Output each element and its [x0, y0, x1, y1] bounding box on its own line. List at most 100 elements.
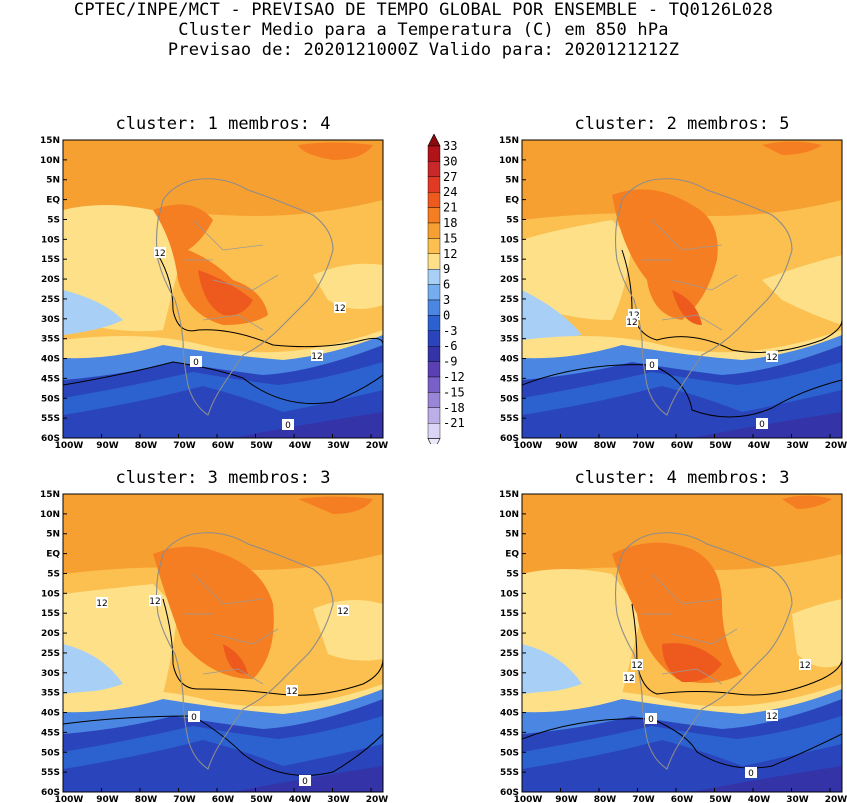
- colorbar-label: 6: [443, 278, 450, 292]
- colorbar-swatch: [427, 176, 441, 193]
- contour-label: 12: [334, 302, 346, 314]
- country-borders: [642, 219, 738, 331]
- contour-label: 12: [626, 316, 638, 328]
- x-tick-label: 20W: [366, 441, 389, 451]
- y-tick-label: 10N: [499, 156, 519, 166]
- y-tick-label: EQ: [46, 196, 60, 206]
- y-tick-label: 15N: [499, 490, 519, 500]
- x-tick-label: 100W: [55, 795, 84, 803]
- x-tick-label: 80W: [594, 441, 617, 451]
- colorbar-label: 30: [443, 154, 457, 168]
- colorbar-label: 0: [443, 308, 450, 322]
- colorbar-swatch: [427, 207, 441, 224]
- y-tick-label: 5S: [47, 569, 60, 579]
- colorbar-label: 15: [443, 231, 457, 245]
- colorbar-swatch: [427, 284, 441, 301]
- colorbar-swatch: [427, 376, 441, 393]
- contour-12: [162, 598, 383, 696]
- contour-label: 12: [631, 659, 643, 671]
- band-12-east: [762, 255, 842, 325]
- contour-label: 12: [766, 710, 778, 722]
- contour-label: 12: [623, 672, 635, 684]
- y-tick-label: 40S: [41, 709, 60, 719]
- colorbar-swatch: [427, 299, 441, 316]
- y-tick-label: 10S: [41, 589, 60, 599]
- figure-title: CPTEC/INPE/MCT - PREVISAO DE TEMPO GLOBA…: [73, 0, 774, 20]
- contour-label: 12: [154, 247, 166, 259]
- band-12-west: [522, 220, 632, 320]
- x-tick-label: 100W: [514, 441, 543, 451]
- y-tick-label: 5S: [47, 215, 60, 225]
- contour-label: 12: [149, 595, 161, 607]
- y-tick-label: 30S: [500, 315, 519, 325]
- y-tick-label: 40S: [500, 355, 519, 365]
- colorbar-swatch: [427, 407, 441, 424]
- x-tick-label: 50W: [709, 795, 732, 803]
- map-frame: [62, 139, 384, 439]
- x-tick-label: 90W: [96, 795, 119, 803]
- x-tick-label: 60W: [212, 795, 235, 803]
- colorbar-label: -21: [443, 416, 465, 430]
- y-tick-label: EQ: [505, 196, 519, 206]
- contour-0: [63, 361, 383, 405]
- contour-label-text: 12: [154, 249, 165, 259]
- x-tick-label: 60W: [212, 441, 235, 451]
- band-21-north: [298, 142, 373, 160]
- y-tick-label: 45S: [500, 728, 519, 738]
- colorbar-label: 3: [443, 293, 450, 307]
- contour-12: [157, 254, 383, 348]
- band-21: [612, 189, 718, 320]
- y-tick-label: 15S: [500, 255, 519, 265]
- x-tick-label: 50W: [250, 441, 273, 451]
- x-tick-label: 20W: [825, 795, 847, 803]
- map-frame: [521, 493, 843, 793]
- panel-3-map: 12 12 12 12 0 0 15N 10N 5N EQ 5S 10S 15S 20S 25S 30S 35S…: [40, 490, 388, 803]
- y-tick-label: 5N: [505, 530, 519, 540]
- y-tick-label: 15S: [41, 255, 60, 265]
- colorbar-label: 21: [443, 201, 457, 215]
- y-tick-label: 60S: [500, 788, 519, 798]
- contour-label: 0: [299, 775, 311, 787]
- y-tick-label: 5N: [46, 530, 60, 540]
- y-tick-label: 50S: [41, 748, 60, 758]
- contour-label: 0: [646, 359, 658, 371]
- panel-2-title: cluster: 2 membros: 5: [574, 114, 790, 134]
- y-tick-label: 15N: [40, 136, 60, 146]
- colorbar-label: -6: [443, 339, 457, 353]
- contour-label-text: 0: [285, 421, 291, 431]
- contour-label-text: 0: [748, 769, 754, 779]
- contour-label-text: 12: [799, 661, 810, 671]
- panel-3-title: cluster: 3 membros: 3: [115, 468, 331, 488]
- x-tick-label: 40W: [289, 441, 312, 451]
- figure-dates: Previsao de: 2020121000Z Valido para: 20…: [167, 40, 680, 60]
- panel-2-map: 1212120015N10N5NEQ5S10S15S20S25S30S35S40…: [499, 136, 847, 451]
- y-tick-label: 60S: [500, 434, 519, 444]
- y-tick-label: 5S: [506, 215, 519, 225]
- band-21-north: [782, 495, 832, 509]
- y-tick-label: 45S: [41, 728, 60, 738]
- colorbar-label: -18: [443, 401, 465, 415]
- colorbar-label: -15: [443, 385, 465, 399]
- x-tick-label: 70W: [173, 441, 196, 451]
- contour-label: 12: [96, 597, 108, 609]
- contour-12: [621, 249, 842, 353]
- colorbar-swatch: [427, 145, 441, 162]
- x-tick-label: 40W: [289, 795, 312, 803]
- x-tick-label: 100W: [514, 795, 543, 803]
- contour-label-text: 12: [311, 352, 322, 362]
- y-tick-label: 10S: [500, 589, 519, 599]
- x-tick-label: 20W: [825, 441, 847, 451]
- band-24: [672, 290, 702, 325]
- contour-label: 0: [745, 767, 757, 779]
- y-tick-label: 30S: [41, 315, 60, 325]
- x-tick-label: 90W: [555, 441, 578, 451]
- band-cold: [522, 740, 842, 792]
- y-tick-label: 20S: [500, 629, 519, 639]
- colorbar-swatch: [427, 361, 441, 378]
- contour-0: [522, 364, 842, 418]
- coastline: [155, 178, 334, 416]
- contour-label-text: 12: [766, 712, 777, 722]
- colorbar-label: 12: [443, 247, 457, 261]
- band-9-west: [63, 290, 123, 335]
- y-tick-label: 30S: [500, 669, 519, 679]
